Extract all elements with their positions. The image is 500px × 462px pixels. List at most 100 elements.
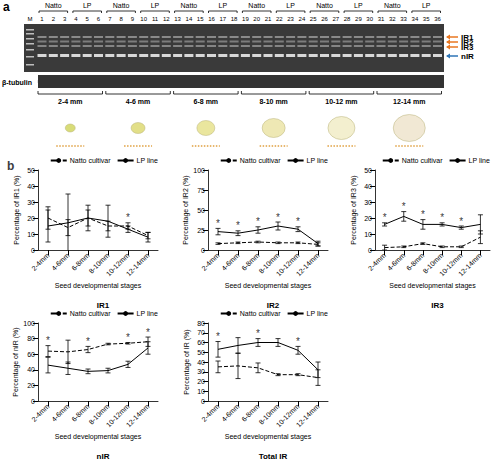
svg-text:12-14mm: 12-14mm bbox=[125, 402, 151, 428]
svg-text:30: 30 bbox=[366, 16, 373, 22]
svg-text:27: 27 bbox=[332, 16, 339, 22]
svg-text:75: 75 bbox=[197, 187, 205, 194]
svg-text:LP: LP bbox=[286, 2, 295, 9]
svg-text:0: 0 bbox=[201, 398, 205, 405]
svg-text:*: * bbox=[402, 201, 406, 212]
svg-text:20: 20 bbox=[27, 382, 35, 389]
svg-text:32: 32 bbox=[389, 16, 396, 22]
svg-text:Total IR: Total IR bbox=[259, 452, 288, 461]
svg-text:80: 80 bbox=[27, 335, 35, 342]
svg-text:40: 40 bbox=[364, 183, 372, 190]
svg-text:2-4mm: 2-4mm bbox=[200, 251, 220, 271]
svg-text:b: b bbox=[7, 159, 14, 173]
svg-text:7: 7 bbox=[108, 16, 112, 22]
svg-text:20: 20 bbox=[197, 378, 205, 385]
svg-text:4-6mm: 4-6mm bbox=[50, 251, 70, 271]
svg-text:Percentage of IR (%): Percentage of IR (%) bbox=[183, 329, 191, 394]
svg-text:60: 60 bbox=[197, 339, 205, 346]
svg-text:Natto cultivar: Natto cultivar bbox=[70, 310, 112, 317]
svg-text:2-4mm: 2-4mm bbox=[30, 402, 50, 422]
svg-text:Natto cultivar: Natto cultivar bbox=[240, 310, 282, 317]
svg-text:0: 0 bbox=[201, 247, 205, 254]
svg-text:4-6mm: 4-6mm bbox=[220, 402, 240, 422]
svg-text:2-4mm: 2-4mm bbox=[30, 251, 50, 271]
svg-text:8-10 mm: 8-10 mm bbox=[259, 98, 287, 105]
svg-text:1: 1 bbox=[40, 16, 44, 22]
svg-text:28: 28 bbox=[344, 16, 351, 22]
svg-text:25: 25 bbox=[197, 227, 205, 234]
svg-text:*: * bbox=[126, 332, 130, 343]
svg-text:LP: LP bbox=[83, 2, 92, 9]
svg-text:20: 20 bbox=[364, 215, 372, 222]
svg-text:Percentage of IR1 (%): Percentage of IR1 (%) bbox=[13, 175, 21, 244]
svg-text:*: * bbox=[146, 327, 150, 338]
svg-text:10: 10 bbox=[197, 388, 205, 395]
svg-text:Natto: Natto bbox=[181, 2, 198, 9]
svg-text:8: 8 bbox=[119, 16, 123, 22]
svg-text:4: 4 bbox=[74, 16, 78, 22]
svg-text:12-14mm: 12-14mm bbox=[295, 402, 321, 428]
svg-text:24: 24 bbox=[299, 16, 306, 22]
svg-text:LP: LP bbox=[219, 2, 228, 9]
svg-text:IR1: IR1 bbox=[97, 301, 110, 310]
svg-text:30: 30 bbox=[197, 368, 205, 375]
svg-text:30: 30 bbox=[27, 199, 35, 206]
svg-text:Seed developmental stages: Seed developmental stages bbox=[55, 282, 142, 290]
svg-text:20: 20 bbox=[253, 16, 260, 22]
svg-text:4-6mm: 4-6mm bbox=[220, 251, 240, 271]
svg-text:LP line: LP line bbox=[307, 310, 328, 317]
svg-text:*: * bbox=[296, 336, 300, 347]
svg-text:*: * bbox=[86, 336, 90, 347]
svg-text:4-6 mm: 4-6 mm bbox=[126, 98, 151, 105]
svg-text:70: 70 bbox=[197, 329, 205, 336]
svg-text:Natto: Natto bbox=[248, 2, 265, 9]
svg-text:11: 11 bbox=[152, 16, 159, 22]
svg-text:10: 10 bbox=[27, 231, 35, 238]
svg-text:12: 12 bbox=[163, 16, 170, 22]
svg-text:6-8 mm: 6-8 mm bbox=[194, 98, 219, 105]
svg-text:17: 17 bbox=[219, 16, 226, 22]
svg-text:*: * bbox=[256, 328, 260, 339]
svg-text:4-6mm: 4-6mm bbox=[386, 251, 406, 271]
svg-text:Natto cultivar: Natto cultivar bbox=[240, 157, 282, 164]
svg-text:22: 22 bbox=[276, 16, 283, 22]
svg-text:34: 34 bbox=[412, 16, 419, 22]
svg-text:35: 35 bbox=[423, 16, 430, 22]
svg-text:12-14mm: 12-14mm bbox=[125, 251, 151, 277]
svg-text:40: 40 bbox=[197, 359, 205, 366]
svg-text:80: 80 bbox=[197, 320, 205, 327]
svg-text:LP: LP bbox=[422, 2, 431, 9]
svg-text:Percentage of IR2 (%): Percentage of IR2 (%) bbox=[182, 175, 190, 244]
svg-text:*: * bbox=[216, 331, 220, 342]
svg-text:16: 16 bbox=[208, 16, 215, 22]
svg-text:IR3: IR3 bbox=[431, 301, 444, 310]
svg-text:IR2: IR2 bbox=[267, 301, 280, 310]
svg-text:a: a bbox=[3, 0, 10, 14]
svg-text:10: 10 bbox=[364, 231, 372, 238]
svg-text:50: 50 bbox=[27, 167, 35, 174]
svg-text:36: 36 bbox=[434, 16, 441, 22]
svg-text:10: 10 bbox=[140, 16, 147, 22]
svg-text:nIR: nIR bbox=[461, 52, 474, 61]
svg-text:18: 18 bbox=[231, 16, 238, 22]
svg-text:Natto: Natto bbox=[384, 2, 401, 9]
svg-text:12-14mm: 12-14mm bbox=[457, 251, 483, 277]
svg-text:M: M bbox=[28, 16, 33, 22]
svg-text:Natto: Natto bbox=[316, 2, 333, 9]
svg-text:10-12 mm: 10-12 mm bbox=[325, 98, 357, 105]
svg-text:LP: LP bbox=[151, 2, 160, 9]
svg-text:Seed developmental stages: Seed developmental stages bbox=[55, 433, 142, 441]
svg-text:LP line: LP line bbox=[137, 310, 158, 317]
svg-text:3: 3 bbox=[63, 16, 67, 22]
svg-text:Natto cultivar: Natto cultivar bbox=[70, 157, 112, 164]
svg-text:*: * bbox=[126, 212, 130, 223]
svg-text:nIR: nIR bbox=[97, 452, 110, 461]
svg-text:Percentage of IR3 (%): Percentage of IR3 (%) bbox=[350, 175, 358, 244]
svg-text:Natto: Natto bbox=[113, 2, 130, 9]
svg-text:0: 0 bbox=[31, 247, 35, 254]
svg-text:2-4mm: 2-4mm bbox=[367, 251, 387, 271]
svg-text:*: * bbox=[296, 216, 300, 227]
svg-text:12-14mm: 12-14mm bbox=[295, 251, 321, 277]
svg-text:IR3: IR3 bbox=[461, 43, 474, 52]
svg-text:14: 14 bbox=[186, 16, 193, 22]
